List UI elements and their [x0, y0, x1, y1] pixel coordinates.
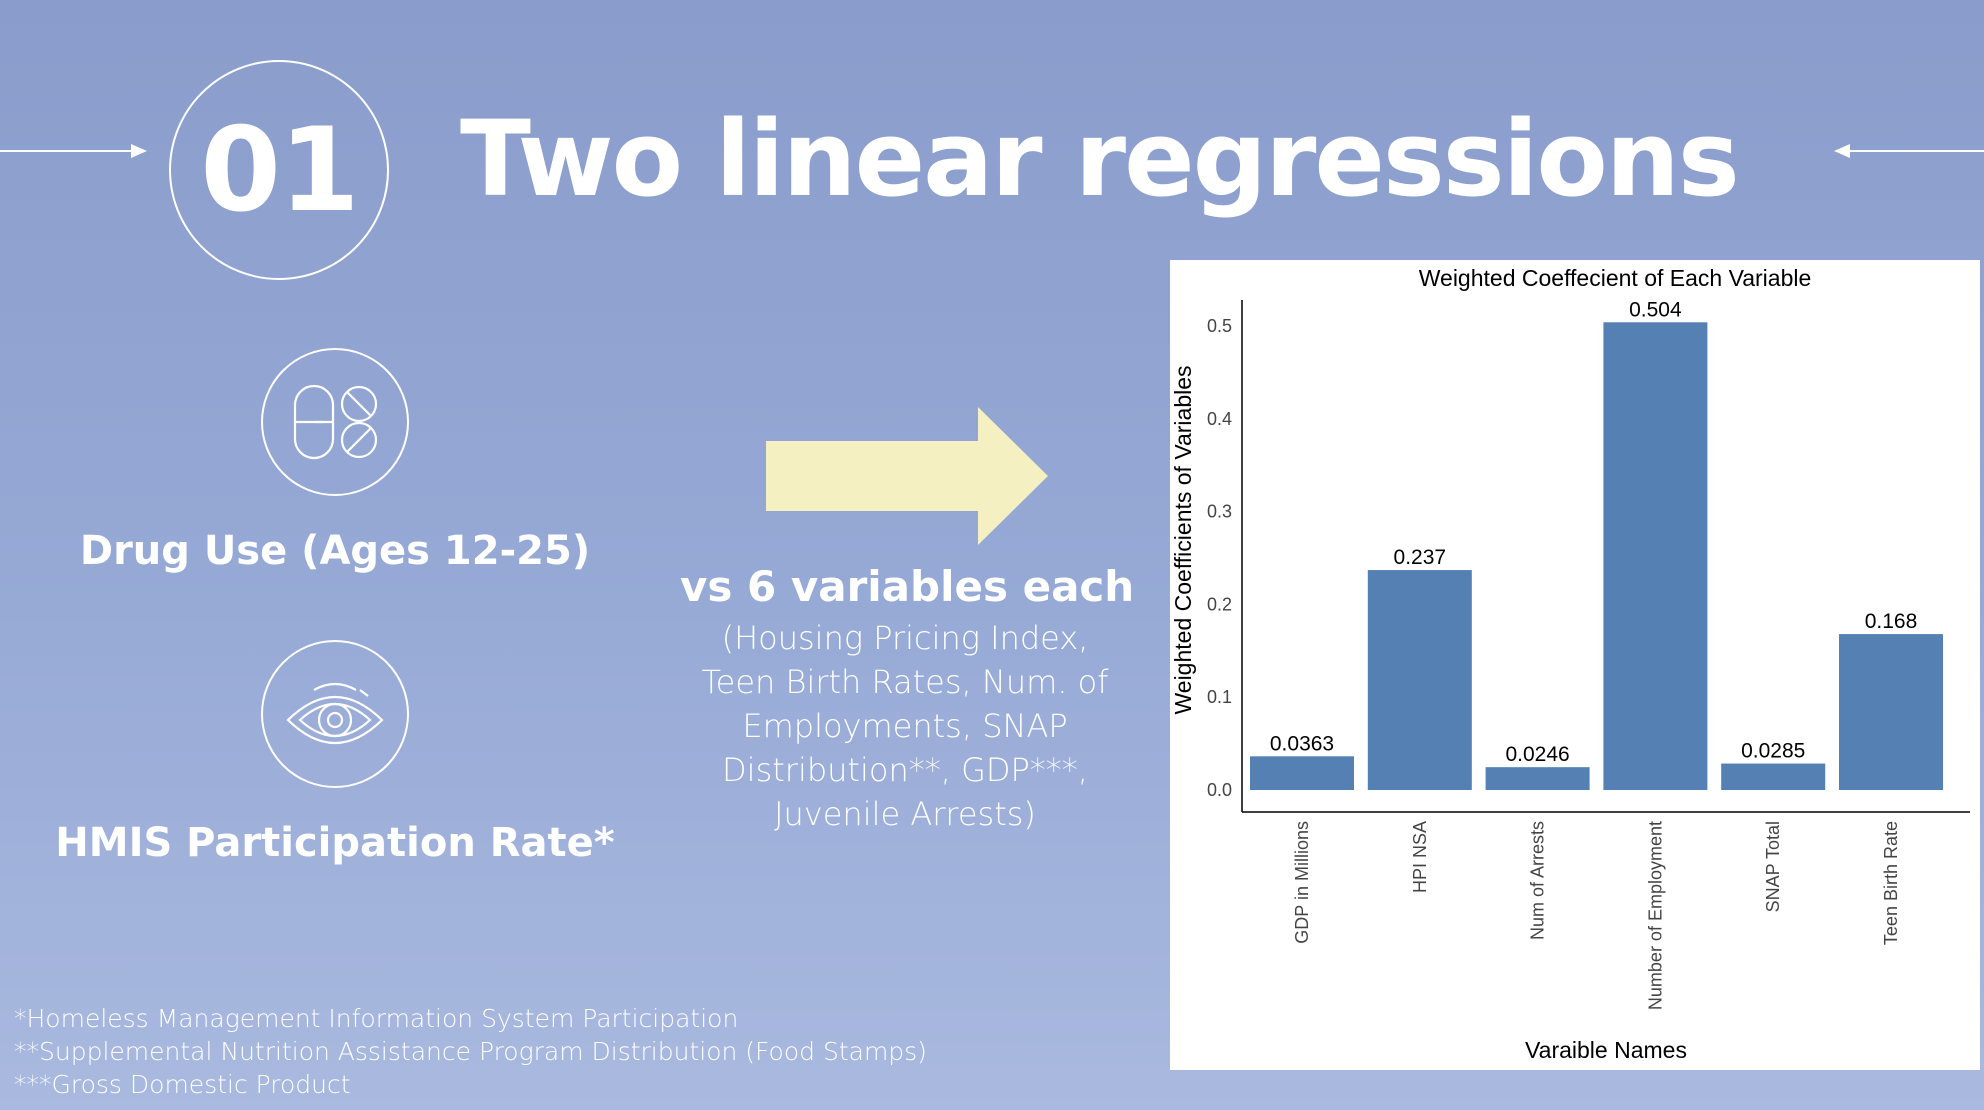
chart-title: Weighted Coeffecient of Each Variable — [1419, 265, 1812, 291]
bar-num-of-arrests — [1485, 767, 1590, 790]
x-axis-label: Varaible Names — [1525, 1037, 1687, 1063]
bar-value-label: 0.0285 — [1741, 740, 1805, 763]
pills-icon-circle — [261, 348, 409, 496]
pills-icon — [293, 384, 378, 460]
footnote-snap: **Supplemental Nutrition Assistance Prog… — [14, 1037, 927, 1066]
page-title: Two linear regressions — [460, 98, 1740, 220]
bar-value-label: 0.237 — [1394, 546, 1447, 569]
y-tick-label: 0.5 — [1207, 316, 1232, 336]
x-tick-label: HPI NSA — [1410, 821, 1430, 893]
hmis-participation-label: HMIS Participation Rate* — [55, 820, 615, 866]
eye-icon — [286, 682, 384, 744]
footnotes: *Homeless Management Information System … — [14, 1002, 927, 1101]
y-tick-label: 0.1 — [1207, 687, 1232, 707]
left-decor-arrowhead-icon — [131, 144, 147, 158]
bar-chart: Weighted Coeffecient of Each Variable We… — [1170, 265, 1970, 1063]
y-tick-label: 0.0 — [1207, 780, 1232, 800]
drug-use-label: Drug Use (Ages 12-25) — [79, 528, 591, 574]
section-number: 01 — [169, 60, 389, 280]
x-tick-label: SNAP Total — [1763, 821, 1783, 912]
bar-value-label: 0.168 — [1865, 610, 1918, 633]
bar-snap-total — [1721, 763, 1826, 790]
chart-panel: Weighted Coeffecient of Each Variable We… — [1170, 260, 1980, 1070]
bar-hpi-nsa — [1367, 570, 1472, 790]
x-tick-label: Num of Arrests — [1528, 821, 1548, 940]
variables-heading: vs 6 variables each — [680, 562, 1135, 611]
footnote-gdp: ***Gross Domestic Product — [14, 1070, 351, 1099]
x-tick-label: Teen Birth Rate — [1881, 821, 1901, 945]
right-decor-arrowhead-icon — [1834, 144, 1850, 158]
right-decor-line — [1848, 150, 1984, 152]
y-axis-label: Weighted Coefficients of Variables — [1170, 365, 1196, 714]
footnote-hmis: *Homeless Management Information System … — [14, 1004, 739, 1033]
x-tick-label: Number of Employment — [1645, 821, 1665, 1010]
yellow-arrow-icon — [766, 407, 1048, 545]
bar-gdp-in-millions — [1250, 756, 1354, 790]
y-tick-label: 0.4 — [1207, 409, 1232, 429]
variables-description: (Housing Pricing Index, Teen Birth Rates… — [701, 619, 1109, 833]
bar-teen-birth-rate — [1839, 634, 1943, 790]
bar-number-of-employment — [1603, 322, 1708, 790]
bar-value-label: 0.0363 — [1270, 732, 1334, 755]
x-tick-label: GDP in Millions — [1292, 821, 1312, 944]
y-tick-label: 0.3 — [1207, 502, 1232, 522]
bar-value-label: 0.0246 — [1505, 743, 1569, 766]
bar-value-label: 0.504 — [1629, 298, 1682, 321]
left-decor-line — [0, 150, 135, 152]
eye-icon-circle — [261, 640, 409, 788]
y-tick-label: 0.2 — [1207, 594, 1232, 614]
